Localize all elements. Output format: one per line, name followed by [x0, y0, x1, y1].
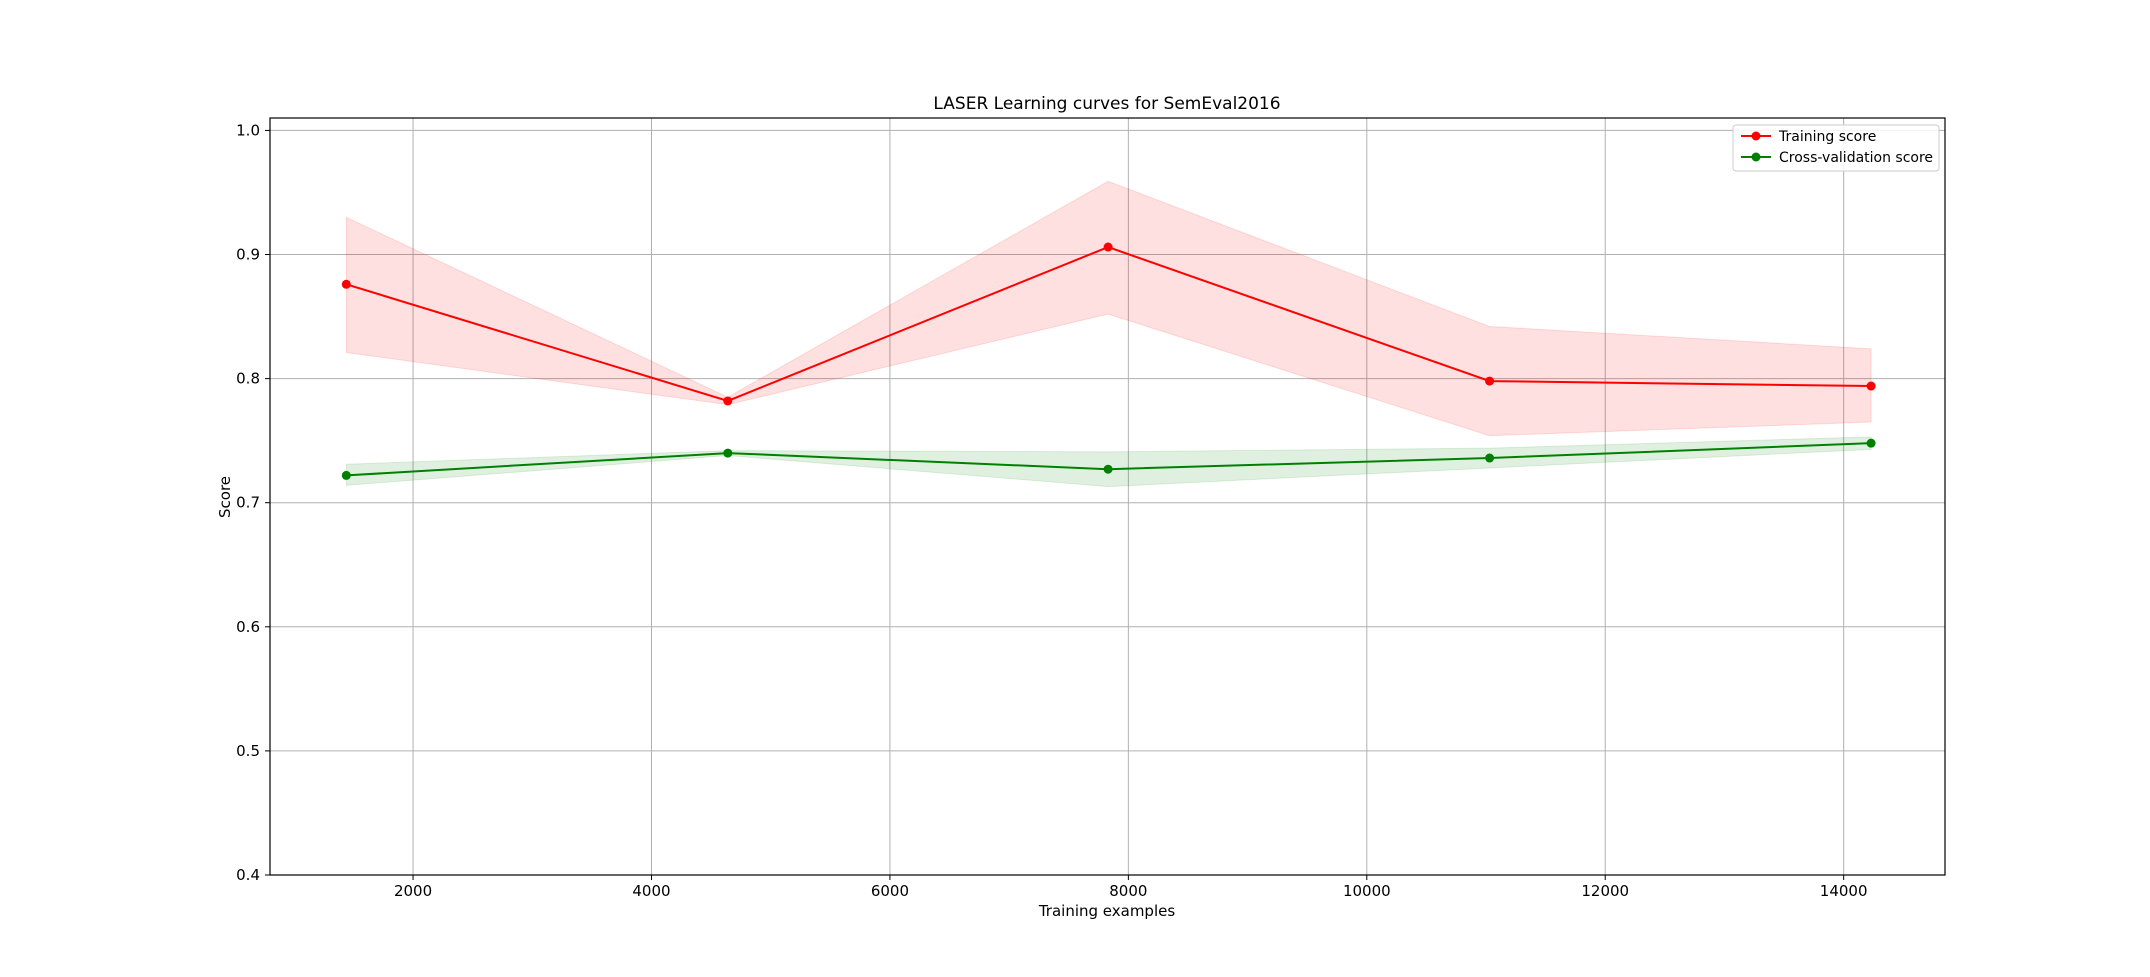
confidence-bands — [345, 180, 1872, 488]
legend-cv-label: Cross-validation score — [1779, 150, 1933, 166]
x-tick-label: 2000 — [394, 882, 432, 900]
y-tick-label: 0.8 — [236, 370, 260, 388]
training-band — [345, 180, 1872, 437]
training-point — [341, 279, 351, 289]
chart-title: LASER Learning curves for SemEval2016 — [933, 94, 1280, 114]
legend: Training score Cross-validation score — [1732, 124, 1940, 172]
y-axis-label: Score — [216, 476, 234, 518]
x-tick-label: 6000 — [871, 882, 909, 900]
cross-validation-band — [345, 436, 1872, 488]
training-point — [1103, 242, 1113, 252]
legend-box — [1732, 124, 1940, 172]
cross-validation-point — [723, 448, 733, 458]
cross-validation-point — [1866, 438, 1876, 448]
legend-cv-marker — [1751, 152, 1761, 162]
y-tick-label: 1.0 — [236, 121, 260, 139]
x-tick-label: 10000 — [1343, 882, 1391, 900]
legend-training-label: Training score — [1778, 129, 1876, 145]
plot-frame — [269, 117, 1946, 876]
grid — [270, 118, 1945, 876]
x-tick-label: 8000 — [1109, 882, 1147, 900]
training-point — [1485, 376, 1495, 386]
cross-validation-point — [1103, 464, 1113, 474]
y-tick-label: 0.6 — [236, 618, 260, 636]
y-tick-label: 0.7 — [236, 494, 260, 512]
x-axis-ticks: 2000 4000 6000 8000 10000 12000 14000 — [394, 875, 1868, 900]
x-tick-label: 4000 — [632, 882, 670, 900]
x-tick-label: 14000 — [1820, 882, 1868, 900]
legend-training-marker — [1751, 131, 1761, 141]
cross-validation-point — [341, 470, 351, 480]
series-points — [341, 242, 1876, 480]
y-axis-ticks: 0.4 0.5 0.6 0.7 0.8 0.9 1.0 — [236, 121, 270, 884]
training-point — [1866, 381, 1876, 391]
cross-validation-point — [1485, 453, 1495, 463]
y-tick-label: 0.5 — [236, 742, 260, 760]
x-axis-label: Training examples — [1038, 902, 1176, 920]
y-tick-label: 0.9 — [236, 246, 260, 264]
training-point — [723, 396, 733, 406]
y-tick-label: 0.4 — [236, 866, 260, 884]
x-tick-label: 12000 — [1581, 882, 1629, 900]
